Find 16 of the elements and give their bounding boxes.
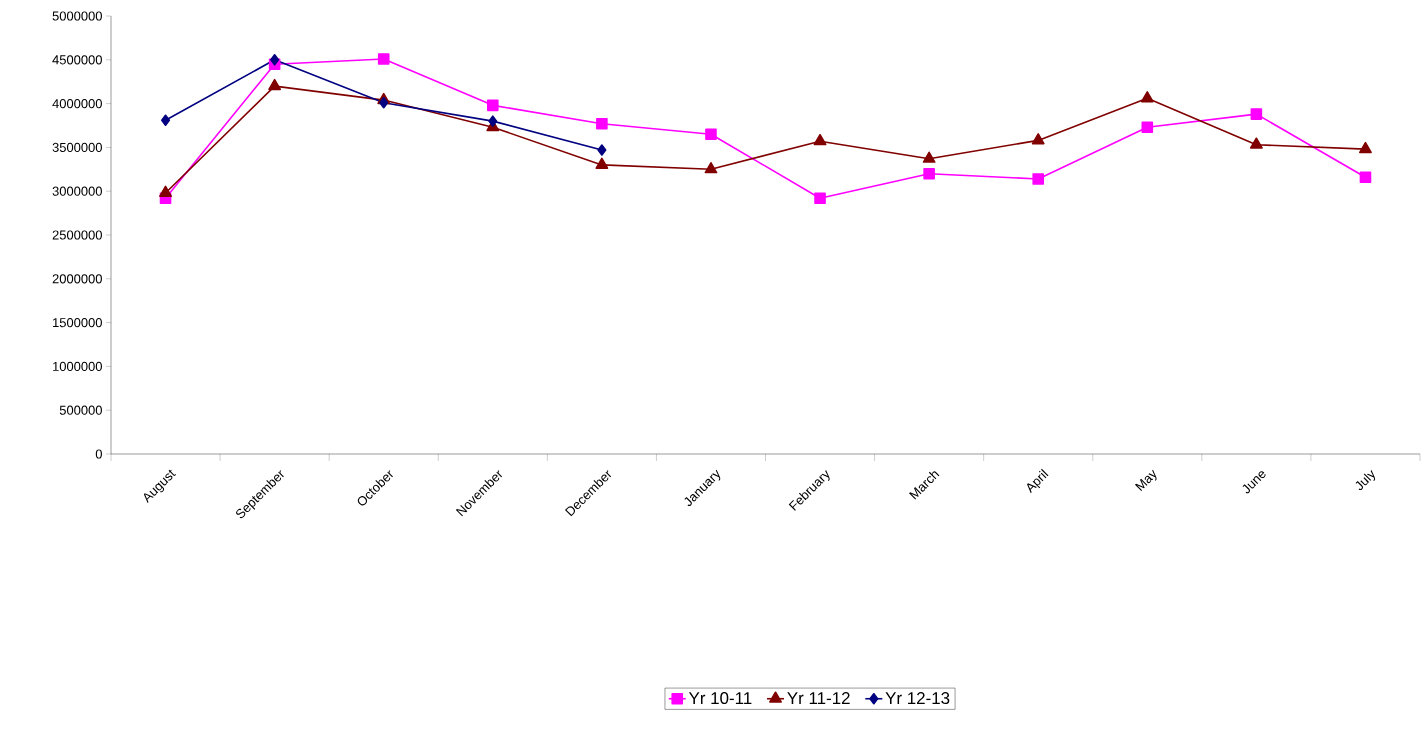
y-tick-label: 3000000: [52, 186, 102, 196]
y-tick-label: 0: [95, 449, 102, 459]
x-tick-label: May: [1134, 469, 1157, 492]
y-tick-label: 500000: [59, 405, 102, 415]
y-tick-label: 2000000: [52, 274, 102, 284]
y-tick-label: 1000000: [53, 361, 102, 371]
legend-label: Yr 11-12: [787, 692, 850, 704]
y-tick-label: 4000000: [52, 99, 102, 109]
y-tick-label: 3500000: [52, 142, 102, 152]
legend-label: Yr 12-13: [885, 692, 950, 705]
y-tick-label: 5000000: [52, 11, 102, 21]
y-tick-label: 4500000: [52, 55, 102, 65]
y-tick-label: 1500000: [53, 318, 102, 328]
legend-label: Yr 10-11: [688, 692, 752, 705]
x-tick-label: July: [1355, 470, 1376, 491]
y-tick-label: 2500000: [52, 230, 102, 240]
